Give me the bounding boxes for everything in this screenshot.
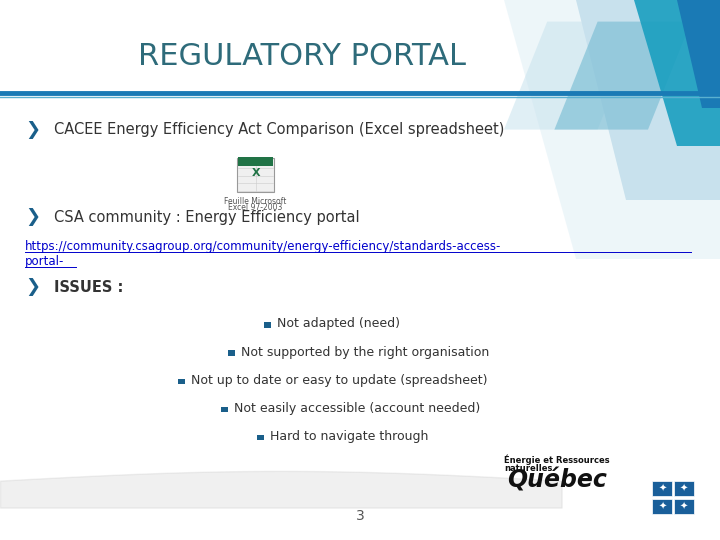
Text: Québec: Québec bbox=[508, 469, 608, 492]
FancyBboxPatch shape bbox=[652, 499, 672, 514]
Text: ❯: ❯ bbox=[25, 278, 40, 296]
Bar bbox=[228, 350, 235, 356]
Text: ✦: ✦ bbox=[680, 484, 688, 494]
FancyBboxPatch shape bbox=[237, 158, 274, 192]
Text: Not easily accessible (account needed): Not easily accessible (account needed) bbox=[234, 402, 480, 415]
Text: ISSUES :: ISSUES : bbox=[54, 280, 123, 295]
Text: Feuille Microsoft: Feuille Microsoft bbox=[225, 197, 287, 206]
Text: Not supported by the right organisation: Not supported by the right organisation bbox=[241, 346, 490, 359]
Text: portal-: portal- bbox=[25, 255, 65, 268]
Bar bbox=[221, 407, 228, 412]
Text: Excel 97-2003: Excel 97-2003 bbox=[228, 203, 283, 212]
Text: naturelles: naturelles bbox=[504, 464, 552, 472]
Text: Not up to date or easy to update (spreadsheet): Not up to date or easy to update (spread… bbox=[191, 374, 487, 387]
Polygon shape bbox=[504, 22, 641, 130]
Text: Hard to navigate through: Hard to navigate through bbox=[270, 430, 428, 443]
Text: ✦: ✦ bbox=[680, 502, 688, 511]
Bar bbox=[264, 322, 271, 328]
Bar bbox=[257, 435, 264, 440]
Text: CACEE Energy Efficiency Act Comparison (Excel spreadsheet): CACEE Energy Efficiency Act Comparison (… bbox=[54, 122, 505, 137]
Text: ❯: ❯ bbox=[25, 208, 40, 226]
Polygon shape bbox=[504, 0, 720, 259]
Text: ✦: ✦ bbox=[658, 502, 667, 511]
Text: Énergie et Ressources: Énergie et Ressources bbox=[504, 455, 610, 465]
Text: CSA community : Energy Efficiency portal: CSA community : Energy Efficiency portal bbox=[54, 210, 359, 225]
FancyBboxPatch shape bbox=[652, 481, 672, 496]
FancyBboxPatch shape bbox=[674, 499, 694, 514]
Polygon shape bbox=[576, 0, 720, 200]
Polygon shape bbox=[554, 22, 691, 130]
Text: REGULATORY PORTAL: REGULATORY PORTAL bbox=[138, 42, 467, 71]
Bar bbox=[238, 157, 273, 166]
Text: Not adapted (need): Not adapted (need) bbox=[277, 318, 400, 330]
FancyBboxPatch shape bbox=[674, 481, 694, 496]
Polygon shape bbox=[634, 0, 720, 146]
Text: https://community.csagroup.org/community/energy-efficiency/standards-access-: https://community.csagroup.org/community… bbox=[25, 240, 502, 253]
Text: 3: 3 bbox=[356, 509, 364, 523]
Text: ✦: ✦ bbox=[658, 484, 667, 494]
Polygon shape bbox=[677, 0, 720, 108]
Text: X: X bbox=[251, 168, 260, 178]
Bar bbox=[178, 379, 185, 384]
Text: ❯: ❯ bbox=[25, 120, 40, 139]
